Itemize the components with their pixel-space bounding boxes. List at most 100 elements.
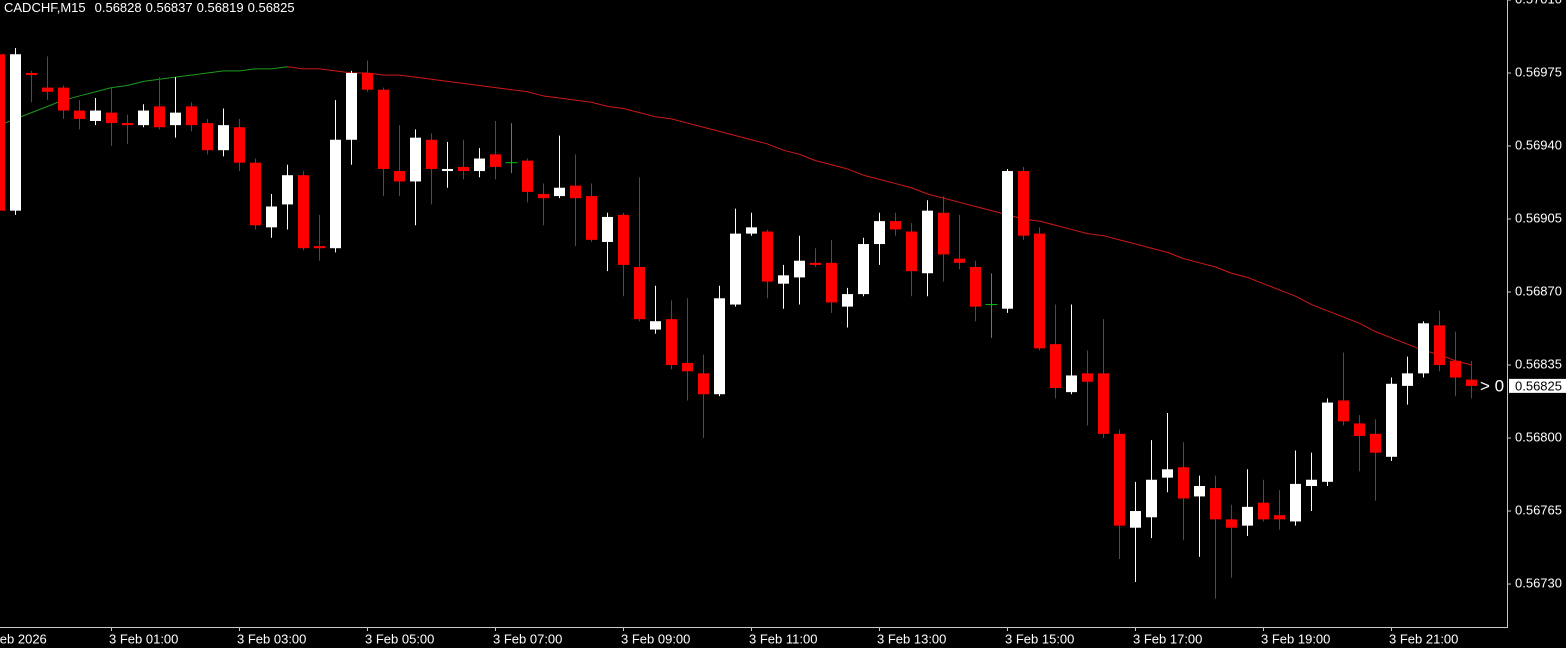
candle-body [1290,483,1301,522]
moving-average [799,153,816,162]
x-tick-label: 3 Feb 03:00 [237,631,306,646]
candle-body [26,73,37,76]
last-open: 0.56828 [95,0,142,15]
moving-average [335,70,352,74]
candle-body [890,221,901,230]
moving-average [1071,228,1088,235]
candle-body [666,319,677,366]
candle-body [634,266,645,320]
candle-body [554,187,565,197]
candle-body [1034,233,1045,349]
candle-body [1242,506,1253,526]
moving-average [735,135,752,141]
moving-average [767,143,784,151]
candle-body [90,110,101,121]
moving-average [95,87,112,93]
candle-body [938,212,949,255]
moving-average [1087,233,1104,237]
moving-average [1359,322,1376,333]
moving-average [479,85,496,89]
candle-body [154,106,165,128]
moving-average [1327,310,1344,318]
moving-average [1183,258,1200,264]
candle-body [394,171,405,182]
moving-average [895,183,912,189]
y-tick-label: 0.56730 [1515,575,1562,590]
candle-body [346,73,357,140]
moving-average [559,97,576,101]
y-tick-label: 0.57010 [1515,0,1562,6]
moving-average [143,78,160,82]
symbol: CADCHF,M15 [4,0,86,15]
candle-body [1178,467,1189,499]
moving-average [1103,235,1120,241]
candle-body [1306,479,1317,486]
moving-average [511,89,528,93]
moving-average [159,76,176,80]
y-tick-label: 0.56835 [1515,356,1562,371]
moving-average [463,82,480,87]
candle-body [458,166,469,172]
moving-average [111,85,128,89]
candle-body [538,193,549,199]
candle-body [842,294,853,307]
price-marker-label: 0.56825 [1515,378,1562,393]
moving-average [639,112,656,118]
moving-average [575,99,592,103]
candle-body [1402,373,1413,386]
candle-body [1322,402,1333,482]
moving-average [319,68,336,72]
moving-average [591,101,608,107]
candle-body [298,175,309,249]
candle-body [282,175,293,205]
moving-average [79,91,96,97]
moving-average [399,74,416,78]
moving-average [1311,304,1328,312]
candle-body [1114,433,1125,526]
moving-average [623,107,640,114]
candle-body [1050,344,1061,388]
moving-average [271,66,288,70]
moving-average [911,187,928,195]
candle-body [698,373,709,395]
y-tick-label: 0.56940 [1515,137,1562,152]
moving-average [1151,247,1168,253]
candle-body [1338,400,1349,422]
moving-average [847,168,864,176]
moving-average [31,105,48,114]
moving-average [431,78,448,82]
moving-average [687,122,704,128]
moving-average [175,74,192,78]
candle-body [1066,375,1077,393]
moving-average [1295,295,1312,305]
y-tick-label: 0.56870 [1515,283,1562,298]
candle-body [1274,515,1285,520]
candle-body [1210,488,1221,520]
candle-body [794,260,805,278]
candle-body [474,158,485,172]
candle-body [1434,325,1445,366]
candle-body [1130,511,1141,528]
moving-average [287,66,304,70]
moving-average [879,178,896,185]
moving-average [527,91,544,97]
moving-average [815,160,832,166]
x-tick-label: 3 Feb 19:00 [1261,631,1330,646]
moving-average [719,130,736,137]
candle-body [58,87,69,111]
candle-body [202,123,213,151]
moving-average [783,149,800,155]
candle-body [618,214,629,265]
candle-body [314,246,325,249]
candle-body [1098,373,1109,434]
candle-body [746,227,757,234]
candle-body [250,162,261,226]
y-tick-label: 0.56975 [1515,64,1562,79]
candle-body [954,258,965,263]
moving-average [127,80,144,87]
candle-body [1082,373,1093,382]
candle-body [1258,502,1269,520]
x-tick-label: 3 Feb 07:00 [493,631,562,646]
